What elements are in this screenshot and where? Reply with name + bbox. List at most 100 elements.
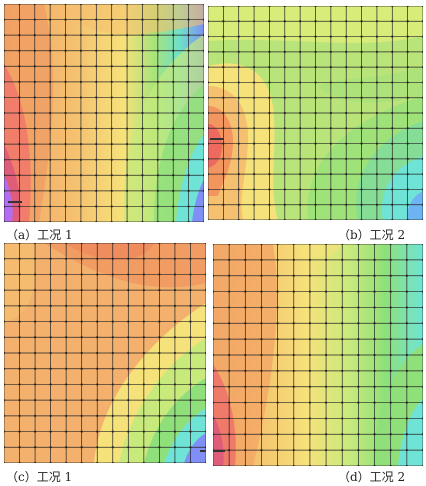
mesh-node	[142, 273, 145, 276]
mesh-node	[405, 433, 408, 436]
mesh-node	[141, 205, 144, 208]
mesh-node	[96, 461, 99, 463]
mesh-node	[173, 399, 177, 402]
mesh-node	[324, 369, 328, 372]
mesh-node	[96, 304, 99, 307]
mesh-node	[65, 399, 68, 402]
mesh-node	[228, 290, 231, 293]
mesh-node	[189, 430, 192, 433]
mesh-node	[406, 81, 409, 84]
mesh-node	[360, 127, 363, 130]
mesh-node	[252, 96, 256, 99]
mesh-node	[111, 273, 114, 276]
mesh-node	[127, 399, 130, 402]
mesh-node	[95, 34, 98, 37]
mesh-node	[208, 218, 210, 220]
mesh-node	[49, 80, 52, 83]
mesh-node	[202, 143, 204, 146]
mesh-node	[189, 446, 192, 449]
mesh-node	[237, 96, 240, 99]
mesh-node	[110, 80, 113, 83]
mesh-node	[244, 464, 247, 466]
mesh-node	[79, 174, 83, 177]
mesh-node	[141, 49, 144, 52]
mesh-node	[110, 49, 113, 52]
mesh-node	[18, 320, 21, 323]
mesh-node	[172, 80, 175, 83]
mesh-node	[222, 66, 225, 69]
mesh-node	[260, 385, 263, 388]
mesh-node	[189, 383, 192, 386]
mesh-node	[95, 205, 98, 208]
mesh-node	[244, 290, 247, 293]
mesh-node	[314, 203, 317, 206]
mesh-node	[244, 369, 247, 372]
mesh-node	[18, 158, 21, 161]
mesh-node	[373, 290, 376, 293]
mesh-node	[125, 158, 129, 161]
mesh-node	[96, 414, 99, 417]
mesh-node	[18, 18, 21, 21]
mesh-node	[391, 6, 394, 8]
mesh-node	[125, 111, 129, 115]
mesh-node	[156, 34, 159, 37]
mesh-node	[18, 143, 21, 146]
mesh-node	[18, 220, 21, 222]
mesh-node	[222, 6, 225, 8]
mesh-node	[222, 188, 225, 191]
mesh-node	[357, 417, 360, 420]
mesh-node	[141, 127, 144, 130]
mesh-node	[308, 274, 312, 277]
mesh-node	[142, 336, 145, 339]
mesh-node	[360, 50, 363, 53]
contour-plot-c	[4, 243, 206, 463]
mesh-node	[276, 306, 279, 309]
mesh-node	[49, 320, 52, 323]
mesh-node	[421, 203, 423, 206]
mesh-node	[65, 461, 68, 463]
mesh-node	[4, 273, 6, 276]
mesh-node	[222, 20, 225, 23]
mesh-node	[357, 322, 360, 325]
mesh-node	[208, 142, 210, 145]
mesh-node	[158, 414, 161, 417]
mesh-node	[360, 35, 363, 38]
mesh-node	[4, 127, 6, 130]
mesh-node	[49, 65, 52, 68]
mesh-node	[405, 244, 408, 246]
mesh-node	[189, 367, 192, 370]
mesh-node	[187, 127, 190, 130]
mesh-node	[324, 274, 328, 277]
mesh-node	[172, 49, 175, 52]
mesh-node	[244, 385, 247, 388]
probe-marker	[213, 450, 225, 452]
mesh-node	[345, 66, 348, 69]
mesh-node	[360, 66, 363, 69]
mesh-node	[65, 304, 68, 307]
mesh-node	[49, 34, 52, 37]
mesh-node	[228, 244, 231, 246]
mesh-node	[341, 306, 344, 309]
mesh-node	[360, 111, 363, 115]
mesh-node	[324, 353, 328, 357]
mesh-node	[244, 353, 247, 357]
mesh-node	[4, 320, 6, 323]
mesh-node	[172, 220, 175, 222]
mesh-node	[252, 6, 256, 8]
mesh-grid-a	[4, 4, 204, 222]
mesh-node	[324, 338, 328, 341]
mesh-node	[314, 96, 317, 99]
mesh-node	[142, 446, 145, 449]
mesh-node	[127, 461, 130, 463]
mesh-node	[421, 417, 423, 420]
caption-a: （a）工况 1	[6, 228, 73, 242]
mesh-node	[127, 414, 130, 417]
mesh-node	[406, 96, 409, 99]
mesh-node	[208, 6, 210, 8]
mesh-node	[142, 414, 145, 417]
mesh-node	[158, 320, 161, 323]
mesh-node	[189, 351, 192, 355]
mesh-node	[49, 111, 52, 115]
mesh-node	[373, 353, 376, 357]
mesh-node	[308, 401, 312, 404]
